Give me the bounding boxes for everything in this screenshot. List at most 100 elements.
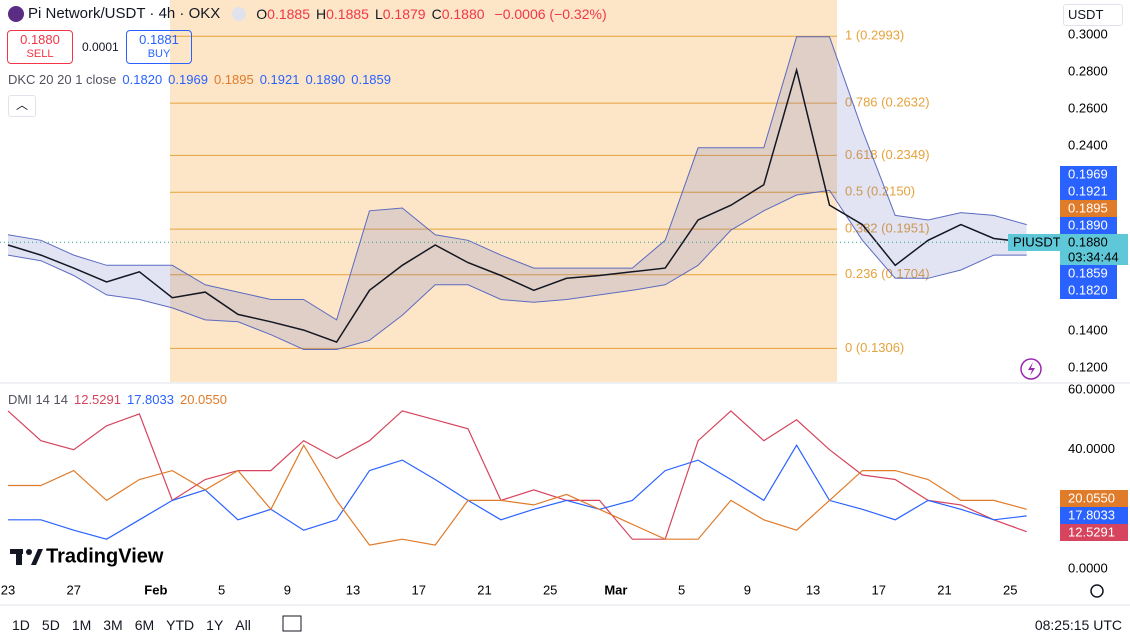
calendar-icon[interactable] xyxy=(282,615,302,632)
x-tick-label: 13 xyxy=(806,582,820,597)
price-badge xyxy=(1060,282,1117,299)
tv-logo xyxy=(10,549,43,565)
alert-bolt xyxy=(1028,362,1035,376)
indicator-name: DKC 20 20 1 close xyxy=(8,72,117,87)
range-button[interactable]: YTD xyxy=(166,617,195,633)
sell-price: 0.1880 xyxy=(20,32,60,47)
series-line xyxy=(7,410,1027,540)
ohlc-key: O xyxy=(256,5,268,22)
indicator-name: DMI 14 14 xyxy=(8,392,68,407)
channel-fill xyxy=(8,36,1027,350)
brand: TradingView xyxy=(46,545,164,567)
symbol-badge xyxy=(1008,234,1060,251)
fib-label: 0.236 (0.1704) xyxy=(845,266,930,281)
x-tick-label: 9 xyxy=(284,582,291,597)
indicator-value: 0.1895 xyxy=(213,72,254,87)
settings-icon[interactable] xyxy=(1090,584,1104,598)
y-tick-label: 40.0000 xyxy=(1068,441,1115,456)
currency-select[interactable]: USDT xyxy=(1063,4,1123,26)
series-line xyxy=(7,67,1027,344)
indicator-value: 0.1890 xyxy=(305,72,346,87)
indicator-value: 17.8033 xyxy=(126,392,174,407)
sell-label: SELL xyxy=(26,48,54,60)
x-tick-label: Feb xyxy=(144,582,167,597)
spread: 0.0001 xyxy=(82,40,119,54)
symbol-icon xyxy=(8,5,24,22)
ohlc-key: C xyxy=(431,5,442,22)
buy-label: BUY xyxy=(147,48,171,60)
fib-label: 0.5 (0.2150) xyxy=(845,184,915,199)
alert-icon[interactable] xyxy=(1020,358,1042,380)
clock: 08:25:15 UTC xyxy=(1034,617,1122,633)
ohlc-key: L xyxy=(374,5,383,22)
value-badge-label: 12.5291 xyxy=(1068,524,1115,539)
price-badge-label: 0.1921 xyxy=(1068,183,1108,198)
range-button[interactable]: 3M xyxy=(103,617,123,633)
fib-label: 1 (0.2993) xyxy=(845,28,904,43)
x-tick-label: 17 xyxy=(872,582,886,597)
x-tick-label: 23 xyxy=(1,582,15,597)
y-tick-label: 60.0000 xyxy=(1068,381,1115,396)
price-badge-label: 0.1890 xyxy=(1068,217,1108,232)
value-badge-label: 20.0550 xyxy=(1068,490,1115,505)
range-button[interactable]: 6M xyxy=(134,617,155,633)
series-line xyxy=(7,36,1027,321)
ohlc-value: 0.1885 xyxy=(267,5,310,22)
price-badge xyxy=(1060,183,1117,200)
dmi-pane: 60.0000 40.0000 0.0000 23 27 Feb 5 9 13 17 21 25 Mar… xyxy=(1,381,1128,597)
x-tick-label: Mar xyxy=(604,582,627,597)
x-tick-label: 25 xyxy=(1003,582,1017,597)
fib-label: 0.382 (0.1951) xyxy=(845,221,930,236)
price-badge xyxy=(1060,234,1128,265)
indicator-value: 0.1859 xyxy=(351,72,391,87)
series-line xyxy=(8,443,1027,546)
price-badge xyxy=(1060,200,1117,217)
dmi-legend: DMI 14 14 12.5291 17.8033 20.0550 xyxy=(8,392,227,407)
range-button[interactable]: 1Y xyxy=(206,617,224,633)
ohlc: O 0.1885 H 0.1885 L 0.1879 C 0.1880 xyxy=(250,6,484,22)
ohlc-key: H xyxy=(316,5,327,22)
fib-label: 0.786 (0.2632) xyxy=(845,95,930,110)
range-button[interactable]: All xyxy=(235,617,251,633)
series-line xyxy=(7,189,1027,350)
y-tick-label: 0.2400 xyxy=(1068,137,1108,152)
symbol: Pi Network/USDT · 4h · OKX xyxy=(28,5,221,22)
price-badge-label: 0.1859 xyxy=(1068,265,1108,280)
dkc-legend: DKC 20 20 1 close 0.1820 0.1969 0.1895 0.192… xyxy=(8,72,391,87)
price-badge xyxy=(1060,265,1117,282)
ohlc-value: 0.1885 xyxy=(326,5,369,22)
value-badge-label: 17.8033 xyxy=(1068,507,1115,522)
price-badge-label: 0.1895 xyxy=(1068,200,1108,215)
buy-price: 0.1881 xyxy=(139,32,179,47)
range-button[interactable]: 5D xyxy=(41,617,60,633)
x-tick-label: 27 xyxy=(66,582,80,597)
ohlc-value: 0.1880 xyxy=(441,5,485,22)
y-tick-label: 0.1200 xyxy=(1068,359,1108,374)
fib-area xyxy=(170,0,837,382)
countdown: 03:34:44 xyxy=(1068,249,1119,264)
sell-button[interactable]: 0.1880 SELL xyxy=(7,30,73,64)
series-line xyxy=(8,444,1027,540)
header: Pi Network/USDT · 4h · OKX O 0.1885 H 0.188… xyxy=(8,5,607,22)
range-button[interactable]: 1D xyxy=(12,617,30,633)
x-tick-label: 9 xyxy=(744,582,751,597)
price-badge-label: 0.1820 xyxy=(1068,282,1108,297)
indicator-value: 0.1969 xyxy=(168,72,208,87)
x-tick-label: 5 xyxy=(218,582,225,597)
indicator-value: 0.1921 xyxy=(259,72,300,87)
indicator-value: 12.5291 xyxy=(73,392,121,407)
fib-label: 0 (0.1306) xyxy=(845,340,904,355)
ohlc-value: 0.1879 xyxy=(382,5,426,22)
y-tick-label: 0.3000 xyxy=(1068,26,1108,41)
change: −0.0006 (−0.32%) xyxy=(494,5,607,22)
value-badge xyxy=(1060,524,1128,541)
x-tick-label: 13 xyxy=(346,582,360,597)
collapse-button[interactable]: ︿ xyxy=(8,95,36,117)
price-badge-label: 0.1969 xyxy=(1068,166,1108,181)
value-badge xyxy=(1060,490,1128,507)
range-button[interactable]: 1M xyxy=(71,617,92,633)
x-tick-label: 25 xyxy=(543,582,557,597)
symbol-label: PIUSDT xyxy=(1013,234,1061,249)
buy-button[interactable]: 0.1881 BUY xyxy=(126,30,192,64)
